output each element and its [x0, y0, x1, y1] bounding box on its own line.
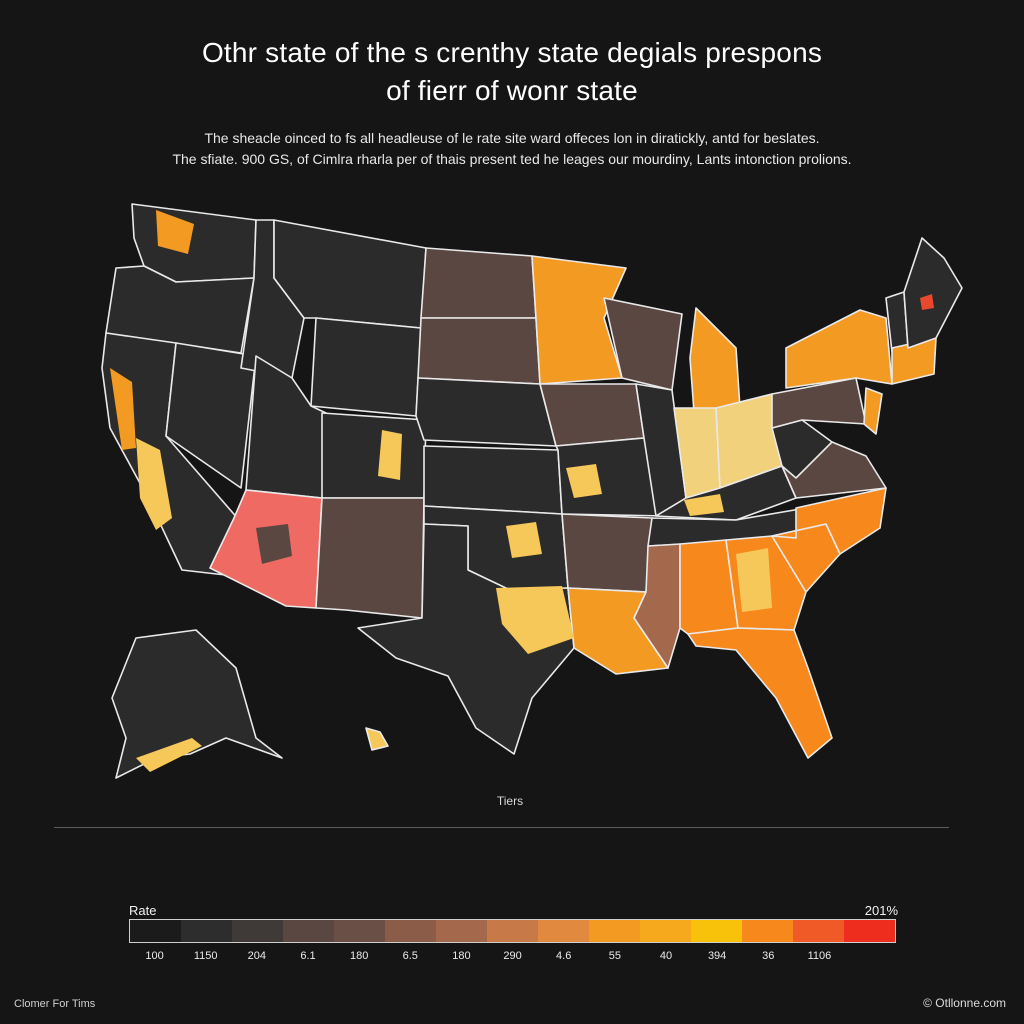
- state-iowa: [539, 383, 645, 447]
- legend-swatch-2: [232, 920, 283, 942]
- legend-tick-9: 55: [608, 950, 621, 962]
- hotspots-layer: [110, 210, 934, 772]
- state-alaska: [111, 629, 283, 779]
- title-line-1: Othr state of the s crenthy state degial…: [201, 37, 823, 68]
- state-texas: [357, 523, 575, 755]
- hotspot-georgia: [736, 548, 772, 612]
- legend-tick-13: 1106: [807, 950, 832, 962]
- hotspot-washington: [156, 210, 194, 254]
- hotspot-missouri: [566, 464, 602, 498]
- legend-swatch-11: [691, 920, 742, 942]
- state-north-dakota: [420, 247, 537, 319]
- state-kansas: [423, 445, 563, 515]
- state-new-york: [785, 309, 893, 389]
- legend-swatch-7: [487, 920, 538, 942]
- legend-tick-8: 4.6: [556, 950, 572, 962]
- legend-swatch-10: [640, 920, 691, 942]
- section-divider: [54, 827, 949, 828]
- page-title: Othr state of the s crenthy state degial…: [0, 34, 1024, 110]
- title-line-2: of fierr of wonr state: [386, 75, 638, 106]
- map-svg: [101, 203, 963, 779]
- state-michigan: [689, 307, 741, 413]
- legend-title: Rate: [129, 903, 157, 918]
- us-choropleth-map: [96, 198, 976, 798]
- legend-tick-11: 394: [707, 950, 727, 962]
- legend-max-label: 201%: [864, 903, 898, 918]
- state-maine: [903, 237, 963, 349]
- state-hawaii: [365, 727, 389, 751]
- page-subtitle: The sheacle oinced to fs all headleuse o…: [0, 128, 1024, 170]
- legend-swatch-12: [742, 920, 793, 942]
- legend-tick-3: 6.1: [300, 950, 316, 962]
- state-new-jersey: [863, 387, 883, 435]
- legend-swatch-4: [334, 920, 385, 942]
- hotspot-alaska: [136, 738, 202, 772]
- legend-swatch-1: [181, 920, 232, 942]
- state-nevada: [165, 342, 257, 489]
- legend-tick-1: 1150: [193, 950, 218, 962]
- state-wyoming: [310, 317, 422, 417]
- legend-swatch-6: [436, 920, 487, 942]
- subtitle-line-1: The sheacle oinced to fs all headleuse o…: [204, 130, 820, 146]
- state-north-carolina: [771, 487, 887, 555]
- hotspot-kentucky: [684, 494, 724, 516]
- hotspot-arizona: [256, 524, 292, 564]
- credit-right: © Otllonne.com: [923, 996, 1006, 1010]
- legend-tick-4: 180: [349, 950, 369, 962]
- legend-swatch-5: [385, 920, 436, 942]
- legend-swatch-0: [130, 920, 181, 942]
- hotspot-california-central: [136, 438, 172, 530]
- hotspot-texas-east: [496, 586, 574, 654]
- legend-color-scale: [129, 919, 896, 943]
- hotspot-colorado: [378, 430, 402, 480]
- legend-swatch-13: [793, 920, 844, 942]
- legend-tick-6: 180: [452, 950, 471, 962]
- tiers-label: Tiers: [496, 794, 524, 808]
- legend-swatch-9: [589, 920, 640, 942]
- legend-tick-10: 40: [659, 950, 673, 962]
- legend-tick-12: 36: [762, 950, 775, 962]
- hotspot-oklahoma: [506, 522, 542, 558]
- legend-tick-2: 204: [247, 950, 267, 962]
- legend-swatch-8: [538, 920, 589, 942]
- hotspot-maine: [920, 294, 934, 310]
- legend-swatch-3: [283, 920, 334, 942]
- state-arkansas: [561, 513, 653, 593]
- legend-tick-0: 100: [145, 950, 164, 962]
- legend-tick-14: [845, 950, 896, 962]
- credit-left: Clomer For Tims: [14, 998, 96, 1010]
- state-colorado: [321, 412, 427, 499]
- legend-tick-7: 290: [503, 950, 522, 962]
- legend-tick-labels: 100 1150 204 6.1 180 6.5 180 290 4.6 55 40 394 36 110…: [129, 950, 896, 962]
- state-florida: [687, 627, 833, 759]
- legend-swatch-14: [844, 920, 895, 942]
- state-south-dakota: [417, 317, 541, 385]
- state-nebraska: [415, 377, 557, 447]
- state-new-mexico: [315, 497, 425, 619]
- subtitle-line-2: The sfiate. 900 GS, of Cimlra rharla per…: [172, 151, 852, 167]
- legend-tick-5: 6.5: [402, 950, 418, 962]
- states-layer: [101, 203, 963, 779]
- hotspot-california-coast: [110, 368, 136, 450]
